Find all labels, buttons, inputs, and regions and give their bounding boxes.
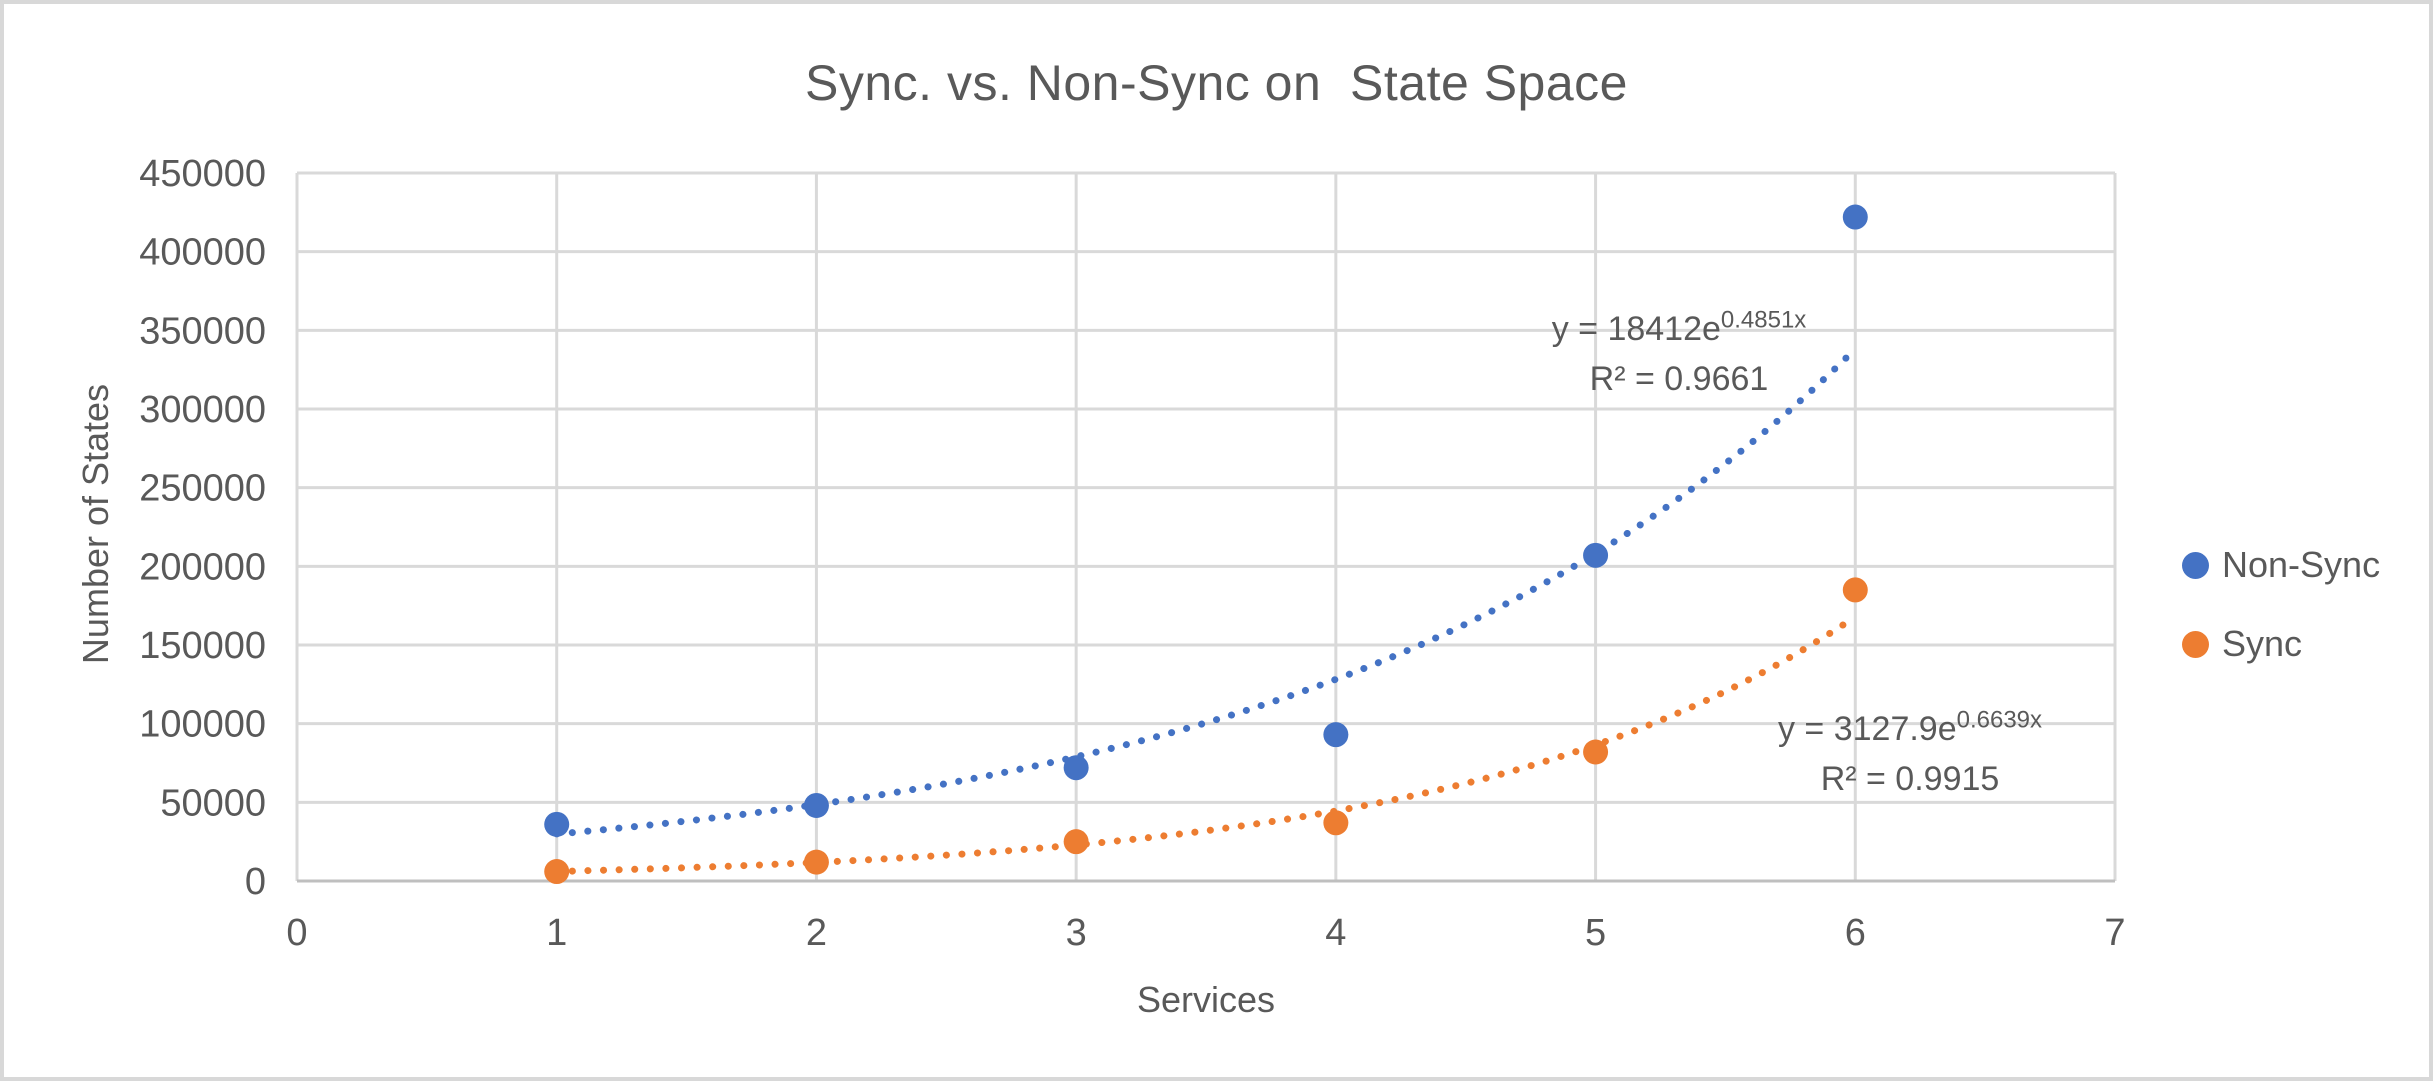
legend-label-nonsync: Non-Sync — [2222, 544, 2381, 585]
trendline-r2-nonsync: R² = 0.9661 — [1589, 360, 1769, 398]
x-tick-label-1: 1 — [546, 912, 567, 954]
trendline-label-nonsync[interactable]: y = 18412e0.4851x R² = 0.9661 — [1552, 304, 1807, 404]
y-tick-label-450000: 450000 — [139, 153, 266, 195]
legend: Non-Sync Sync — [2182, 543, 2380, 666]
trendline-non-sync[interactable] — [553, 345, 1859, 838]
legend-marker-nonsync — [2182, 551, 2209, 579]
trendline-equation-nonsync: y = 18412e0.4851x — [1551, 306, 1807, 348]
trendline-r2-sync: R² = 0.9915 — [1820, 760, 2000, 798]
point-sync-x1[interactable] — [544, 859, 570, 885]
chart-title[interactable]: Sync. vs. Non-Sync on State Space — [805, 55, 1628, 111]
x-tick-label-0: 0 — [286, 912, 307, 954]
x-tick-label-3: 3 — [1066, 912, 1087, 954]
y-tick-label-100000: 100000 — [139, 704, 266, 746]
y-tick-label-150000: 150000 — [139, 625, 266, 667]
legend-label-sync: Sync — [2222, 623, 2303, 664]
trendline-sync[interactable] — [553, 613, 1859, 875]
point-non-sync-x2[interactable] — [803, 792, 829, 818]
plot-svg: 0 50000 100000 150000 200000 250000 300000 3500… — [139, 153, 2125, 954]
point-non-sync-x3[interactable] — [1063, 755, 1089, 781]
x-axis-title[interactable]: Services — [1136, 979, 1276, 1020]
legend-marker-sync — [2182, 630, 2209, 658]
x-tick-label-6: 6 — [1845, 912, 1866, 954]
x-tick-label-5: 5 — [1585, 912, 1606, 954]
x-tick-label-2: 2 — [806, 912, 827, 954]
point-sync-x5[interactable] — [1583, 739, 1609, 765]
y-tick-label-200000: 200000 — [139, 546, 266, 588]
legend-item-sync[interactable]: Sync — [2182, 622, 2380, 666]
point-non-sync-x1[interactable] — [544, 811, 570, 837]
x-tick-label-4: 4 — [1325, 912, 1346, 954]
y-tick-label-250000: 250000 — [139, 468, 266, 510]
x-tick-label-7: 7 — [2104, 912, 2125, 954]
y-tick-label-350000: 350000 — [139, 310, 266, 352]
trendline-equation-sync: y = 3127.9e0.6639x — [1777, 706, 2043, 748]
point-sync-x4[interactable] — [1323, 810, 1349, 836]
y-tick-label-400000: 400000 — [139, 232, 266, 274]
point-sync-x3[interactable] — [1063, 829, 1089, 855]
point-non-sync-x4[interactable] — [1323, 722, 1349, 748]
point-sync-x2[interactable] — [803, 849, 829, 875]
point-non-sync-x6[interactable] — [1842, 204, 1868, 230]
legend-item-nonsync[interactable]: Non-Sync — [2182, 543, 2380, 587]
trendline-label-sync[interactable]: y = 3127.9e0.6639x R² = 0.9915 — [1778, 704, 2042, 804]
y-tick-label-50000: 50000 — [160, 782, 266, 824]
point-sync-x6[interactable] — [1842, 577, 1868, 603]
y-tick-label-300000: 300000 — [139, 389, 266, 431]
y-tick-label-0: 0 — [245, 861, 266, 903]
point-non-sync-x5[interactable] — [1583, 542, 1609, 568]
